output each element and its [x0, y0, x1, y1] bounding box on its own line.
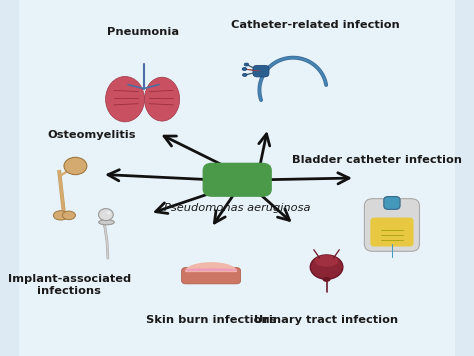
Text: Osteomyelitis: Osteomyelitis [48, 130, 136, 140]
Ellipse shape [107, 211, 111, 214]
Ellipse shape [145, 77, 180, 121]
FancyBboxPatch shape [384, 197, 400, 209]
Ellipse shape [99, 220, 114, 225]
Ellipse shape [64, 157, 87, 175]
Text: Bladder catheter infection: Bladder catheter infection [292, 155, 462, 165]
Text: Skin burn infections: Skin burn infections [146, 315, 276, 325]
Text: Urinary tract infection: Urinary tract infection [255, 315, 399, 325]
Text: Pneumonia: Pneumonia [108, 27, 180, 37]
FancyBboxPatch shape [253, 66, 269, 77]
Ellipse shape [242, 68, 247, 70]
Text: Catheter-related infection: Catheter-related infection [231, 20, 400, 30]
Polygon shape [186, 269, 236, 271]
FancyBboxPatch shape [182, 268, 241, 284]
Ellipse shape [106, 77, 145, 122]
Text: Implant-associated
infections: Implant-associated infections [8, 274, 131, 295]
Ellipse shape [63, 211, 75, 220]
FancyBboxPatch shape [365, 199, 419, 251]
FancyBboxPatch shape [202, 163, 272, 197]
Ellipse shape [310, 255, 343, 279]
FancyBboxPatch shape [370, 218, 413, 246]
Text: Pseudomonas aeruginosa: Pseudomonas aeruginosa [164, 203, 310, 213]
Ellipse shape [244, 63, 249, 66]
Ellipse shape [315, 255, 338, 267]
Ellipse shape [243, 73, 247, 77]
Ellipse shape [99, 209, 113, 221]
Polygon shape [186, 263, 236, 271]
Ellipse shape [323, 277, 330, 282]
Ellipse shape [54, 211, 68, 220]
